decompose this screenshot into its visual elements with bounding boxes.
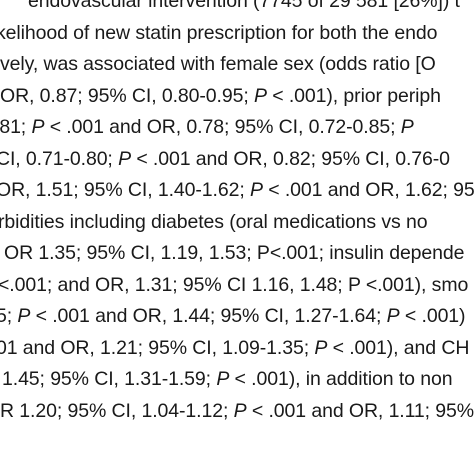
text-segment: .81; — [0, 116, 27, 138]
text-line: rbidities including diabetes (oral medic… — [0, 207, 472, 239]
text-segment: < .001 and OR, 1.44; 95% CI, 1.27-1.64; — [30, 305, 387, 327]
text-line: endovascular intervention (7745 of 29 58… — [28, 0, 474, 18]
text-segment: < .001 and OR, 1.11; 95% C — [246, 399, 474, 422]
p-value-symbol: P — [17, 305, 31, 327]
text-segment: CI, 0.71-0.80; — [0, 147, 119, 170]
text-line: 01 and OR, 1.21; 95% CI, 1.09-1.35; P < … — [0, 333, 470, 365]
p-value-symbol: P — [314, 336, 328, 359]
text-line: CI, 0.71-0.80; P < .001 and OR, 0.82; 95… — [0, 144, 470, 176]
text-segment: 5; — [0, 305, 13, 327]
p-value-symbol: P — [386, 305, 400, 327]
text-line: kelihood of new statin prescription for … — [0, 18, 470, 50]
text-line: 1.45; 95% CI, 1.31-1.59; P < .001), in a… — [2, 364, 474, 396]
text-segment: < .001 and OR, 0.78; 95% CI, 0.72-0.85; — [44, 116, 401, 138]
text-line: R 1.20; 95% CI, 1.04-1.12; P < .001 and … — [0, 396, 474, 428]
p-value-symbol: P — [254, 84, 267, 107]
p-value-symbol: P — [31, 116, 45, 138]
text-line: OR, 0.87; 95% CI, 0.80-0.95; P < .001), … — [0, 81, 474, 113]
text-segment: R 1.20; 95% CI, 1.04-1.12; — [0, 399, 234, 422]
text-segment: endovascular intervention (7745 of 29 58… — [28, 0, 460, 12]
text-line: OR, 1.51; 95% CI, 1.40-1.62; P < .001 an… — [0, 175, 474, 207]
text-segment: < .001 and OR, 1.62; 95% — [262, 179, 474, 201]
text-excerpt: endovascular intervention (7745 of 29 58… — [0, 0, 474, 428]
text-segment: < .001 and OR, 0.82; 95% CI, 0.76-0 — [131, 147, 450, 170]
text-segment: < .001), prior periph — [266, 84, 441, 107]
p-value-symbol: P — [216, 368, 230, 390]
text-segment: < .001) — [399, 305, 466, 327]
text-segment: < .001), in addition to non — [229, 368, 453, 390]
text-segment: OR 1.35; 95% CI, 1.19, 1.53; P<.001; ins… — [4, 242, 465, 264]
text-segment: <.001; and OR, 1.31; 95% CI 1.16, 1.48; … — [0, 273, 469, 296]
p-value-symbol: P — [250, 179, 263, 201]
text-line: .81; P < .001 and OR, 0.78; 95% CI, 0.72… — [0, 112, 468, 144]
text-segment: 1.45; 95% CI, 1.31-1.59; — [2, 368, 217, 390]
text-segment: OR, 0.87; 95% CI, 0.80-0.95; — [0, 84, 254, 107]
text-segment: < .001), and CH — [327, 336, 470, 359]
text-segment: 01 and OR, 1.21; 95% CI, 1.09-1.35; — [0, 336, 315, 359]
text-segment: kelihood of new statin prescription for … — [0, 21, 438, 44]
text-segment: OR, 1.51; 95% CI, 1.40-1.62; — [0, 179, 250, 201]
text-line: OR 1.35; 95% CI, 1.19, 1.53; P<.001; ins… — [4, 238, 474, 270]
p-value-symbol: P — [118, 147, 131, 170]
text-line: <.001; and OR, 1.31; 95% CI 1.16, 1.48; … — [0, 270, 472, 302]
text-segment: rbidities including diabetes (oral medic… — [0, 210, 428, 233]
text-segment: vely, was associated with female sex (od… — [0, 53, 436, 75]
text-line: vely, was associated with female sex (od… — [0, 49, 474, 81]
text-line: 5; P < .001 and OR, 1.44; 95% CI, 1.27-1… — [0, 301, 470, 333]
p-value-symbol: P — [400, 116, 414, 138]
p-value-symbol: P — [233, 399, 247, 422]
